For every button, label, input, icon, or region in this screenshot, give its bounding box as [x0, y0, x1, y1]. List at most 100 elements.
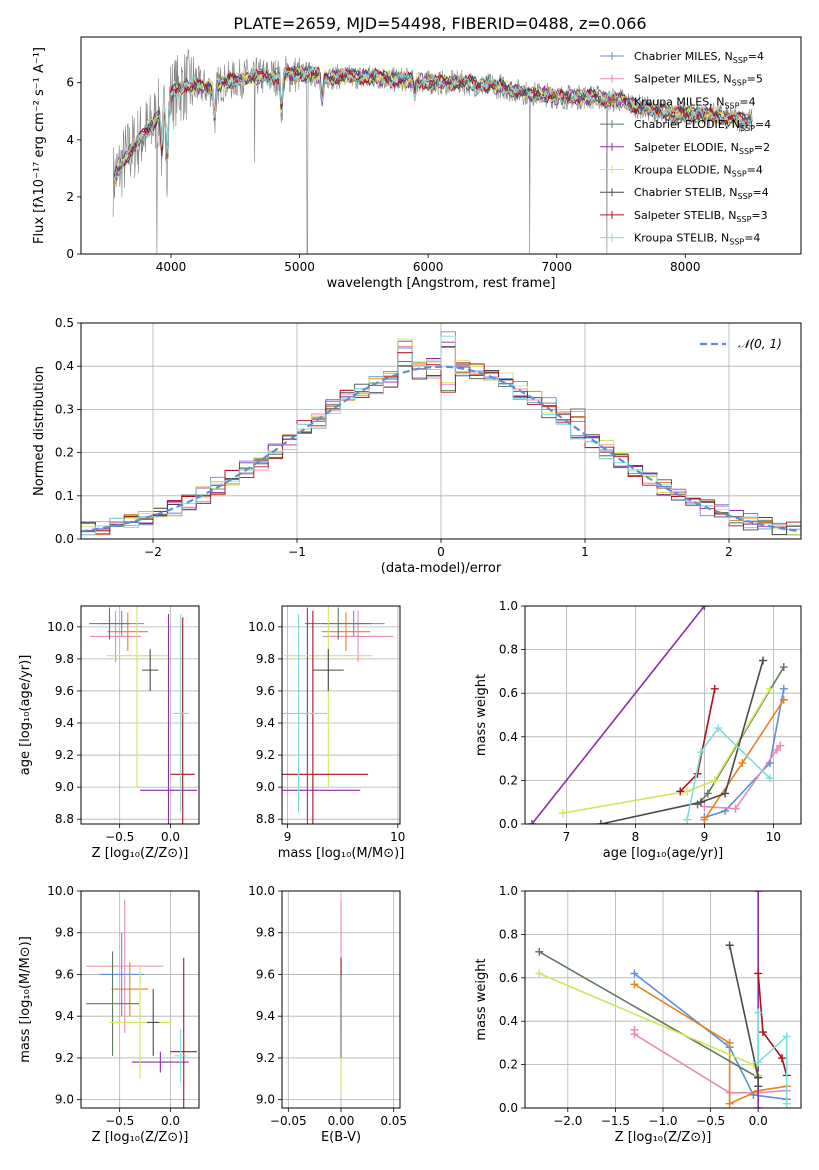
panel-age-mass: 9 10 8.8 9.0 9.2 9.4 9.6 9.8 10.0 mass [log₁₀(M/M…	[248, 605, 405, 861]
figure-title: PLATE=2659, MJD=54498, FIBERID=0488, z=0…	[233, 14, 646, 33]
spectrum-xtick-label: 7000	[541, 260, 572, 274]
panel-residuals: −2 −1 0 1 2 0.0 0.1 0.2 0.3 0.4 0.5 (data-model)/er…	[32, 316, 802, 576]
age-mass-xlabel: mass [log₁₀(M/M⊙)]	[278, 846, 405, 861]
spectrum-xtick-label: 6000	[413, 260, 444, 274]
age-z-ytick-label: 9.2	[55, 748, 74, 762]
residuals-xtick-label: −2	[144, 545, 162, 559]
weight-age-marker	[779, 663, 788, 672]
weight-age-ytick-label: 0.6	[499, 686, 518, 700]
weight-z-ytick-label: 0.4	[499, 1014, 518, 1028]
mass-ebv-frame	[281, 890, 401, 1109]
age-mass-plot-area	[282, 606, 400, 824]
residuals-ytick-label: 0.1	[55, 489, 74, 503]
weight-age-ylabel: mass weight	[474, 674, 489, 756]
age-mass-ytick-label: 9.0	[256, 780, 275, 794]
residuals-ytick-label: 0.0	[55, 532, 74, 546]
weight-z-marker	[535, 969, 544, 978]
mass-ebv-xtick-label: 0.00	[328, 1114, 355, 1128]
legend-entry: Salpeter MILES, NSSP=5	[634, 73, 763, 88]
legend-entry: Chabrier STELIB, NSSP=4	[634, 186, 769, 201]
weight-z-marker	[630, 980, 639, 989]
age-mass-ytick-label: 10.0	[248, 620, 275, 634]
spectrum-ytick-label: 6	[66, 76, 74, 90]
weight-age-series-chabrier-miles	[704, 688, 785, 819]
mass-z-ytick-label: 9.0	[55, 1093, 74, 1107]
weight-age-xtick-label: 9	[701, 830, 709, 844]
weight-age-xlabel: age [log₁₀(age/yr)]	[603, 846, 724, 861]
legend-entry: Salpeter ELODIE, NSSP=2	[634, 141, 770, 156]
mass-z-frame	[80, 890, 200, 1109]
age-mass-ytick-label: 9.2	[256, 748, 275, 762]
weight-age-series-kroupa-miles	[703, 699, 785, 821]
weight-z-xlabel: Z [log₁₀(Z/Z⊙)]	[615, 1130, 712, 1145]
weight-age-frame	[524, 605, 802, 825]
weight-z-series-chabrier-elodie	[538, 951, 759, 1079]
weight-z-xtick-label: −1.5	[601, 1114, 630, 1128]
weight-z-xtick-label: −1.0	[648, 1114, 677, 1128]
weight-z-marker	[754, 1058, 763, 1067]
weight-age-marker	[765, 774, 774, 783]
weight-z-ytick-label: 0.8	[499, 927, 518, 941]
weight-age-series-kroupa-elodie	[562, 688, 771, 814]
age-mass-ytick-label: 9.8	[256, 652, 275, 666]
weight-age-series-kroupa-stelib	[686, 726, 771, 820]
legend-entry: Kroupa ELODIE, NSSP=4	[634, 164, 763, 179]
weight-z-marker	[782, 1032, 791, 1041]
weight-z-marker	[630, 969, 639, 978]
legend-entry: Kroupa STELIB, NSSP=4	[634, 232, 760, 247]
weight-z-marker	[754, 969, 763, 978]
age-mass-frame	[281, 605, 401, 825]
spectrum-xtick-label: 4000	[156, 260, 187, 274]
spectrum-xtick-label: 8000	[670, 260, 701, 274]
weight-z-marker	[754, 1082, 763, 1091]
age-mass-xtick-label: 9	[284, 830, 292, 844]
weight-age-xtick-label: 7	[563, 830, 571, 844]
weight-age-marker	[710, 776, 719, 785]
age-z-xtick-label: −0.5	[105, 830, 134, 844]
weight-z-plot-area	[525, 891, 801, 1108]
panel-mass-ebv: −0.05 0.00 0.05 9.0 9.2 9.4 9.6 9.8 10.0 E(B-V)	[248, 884, 407, 1145]
mass-z-ytick-label: 9.8	[55, 926, 74, 940]
weight-z-marker	[782, 1099, 791, 1108]
residuals-ytick-label: 0.4	[55, 359, 74, 373]
weight-age-marker	[527, 820, 536, 824]
weight-age-series-salpeter-elodie	[531, 606, 706, 824]
legend-entry: Kroupa MILES, NSSP=4	[634, 95, 756, 110]
mass-z-xlabel: Z [log₁₀(Z/Z⊙)]	[92, 1130, 189, 1145]
weight-z-marker	[754, 1008, 763, 1017]
residuals-xtick-label: 1	[581, 545, 589, 559]
residuals-frame	[80, 322, 802, 540]
age-z-xlabel: Z [log₁₀(Z/Z⊙)]	[92, 846, 189, 861]
mass-z-ytick-label: 9.4	[55, 1009, 74, 1023]
residuals-ytick-label: 0.5	[55, 316, 74, 330]
weight-age-marker	[765, 684, 774, 693]
weight-age-marker	[721, 789, 730, 798]
weight-age-marker	[776, 741, 785, 750]
residuals-ylabel: Normed distribution	[32, 366, 47, 496]
spectrum-model-line-kroupa-stelib	[113, 64, 753, 180]
residuals-plot-area	[81, 323, 801, 539]
mass-z-ytick-label: 9.2	[55, 1051, 74, 1065]
spectrum-plot-area	[112, 48, 753, 254]
mass-ebv-xtick-label: 0.05	[380, 1114, 407, 1128]
age-z-ylabel: age [log₁₀(age/yr)]	[18, 655, 33, 776]
weight-age-marker	[696, 798, 705, 807]
age-z-ytick-label: 9.0	[55, 780, 74, 794]
weight-age-marker	[700, 606, 709, 610]
weight-age-marker	[738, 758, 747, 767]
age-z-ytick-label: 8.8	[55, 812, 74, 826]
age-z-ytick-label: 9.4	[55, 716, 74, 730]
legend-entry: Salpeter STELIB, NSSP=3	[634, 209, 768, 224]
weight-z-marker	[754, 1104, 763, 1108]
weight-age-marker	[714, 724, 723, 733]
age-mass-ytick-label: 9.4	[256, 716, 275, 730]
weight-age-xtick-label: 8	[632, 830, 640, 844]
mass-ebv-ytick-label: 9.4	[256, 1009, 275, 1023]
legend-entry: Chabrier ELODIE, NSSP=4	[634, 118, 771, 133]
weight-age-marker	[696, 748, 705, 757]
age-mass-ytick-label: 8.8	[256, 812, 275, 826]
weight-age-series-chabrier-stelib	[600, 660, 764, 824]
age-z-ytick-label: 10.0	[47, 620, 74, 634]
weight-z-marker	[754, 1073, 763, 1082]
